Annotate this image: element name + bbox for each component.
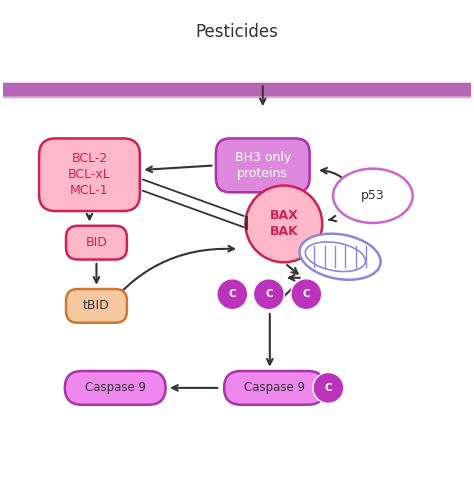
FancyBboxPatch shape (66, 289, 127, 323)
Text: BCL-2
BCL-xL
MCL-1: BCL-2 BCL-xL MCL-1 (68, 152, 111, 197)
Text: tBID: tBID (83, 299, 110, 313)
Text: BH3 only
proteins: BH3 only proteins (235, 151, 291, 180)
FancyBboxPatch shape (39, 139, 140, 211)
Circle shape (217, 279, 248, 310)
Bar (3, 83, 471, 95)
Text: p53: p53 (361, 189, 385, 202)
Bar (3, 83, 471, 98)
FancyBboxPatch shape (66, 226, 127, 260)
Circle shape (291, 279, 322, 310)
Circle shape (246, 186, 322, 262)
Text: Caspase 9: Caspase 9 (85, 381, 146, 394)
FancyBboxPatch shape (65, 371, 165, 405)
Ellipse shape (333, 169, 413, 223)
Ellipse shape (300, 234, 381, 280)
Text: C: C (265, 289, 273, 299)
FancyBboxPatch shape (216, 139, 310, 192)
Text: C: C (228, 289, 236, 299)
FancyBboxPatch shape (224, 371, 325, 405)
Circle shape (254, 279, 284, 310)
Text: C: C (325, 383, 332, 393)
Text: C: C (302, 289, 310, 299)
Text: BID: BID (85, 236, 108, 249)
Text: Pesticides: Pesticides (196, 23, 278, 41)
Circle shape (313, 372, 344, 403)
Text: BAX
BAK: BAX BAK (270, 209, 298, 239)
Ellipse shape (305, 242, 365, 271)
Text: Caspase 9: Caspase 9 (244, 381, 305, 394)
